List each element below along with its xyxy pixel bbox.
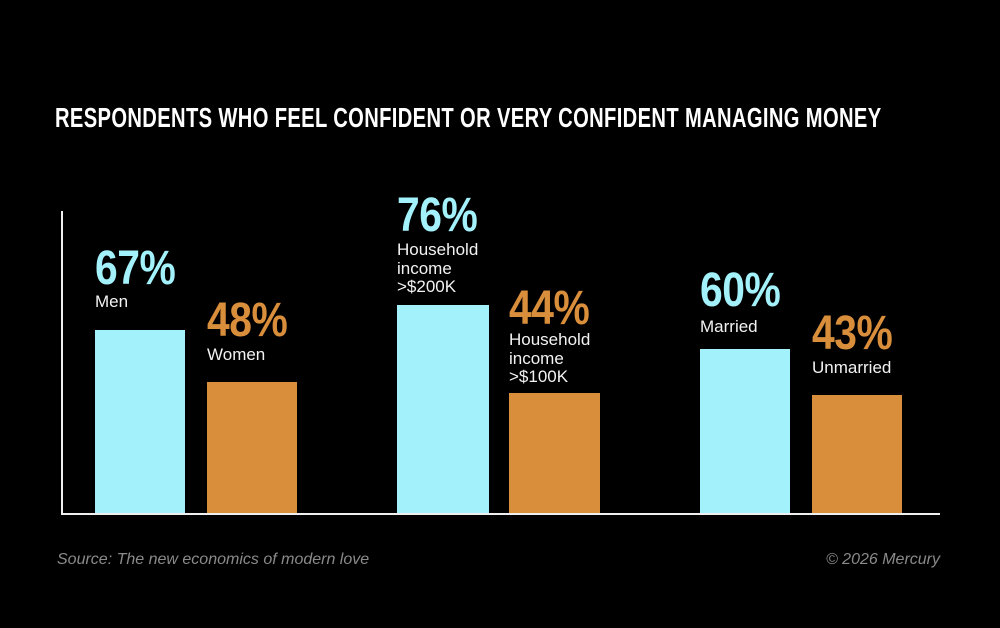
value-label-income-100k: 44% <box>509 282 590 335</box>
category-label-married: Married <box>700 317 758 336</box>
bar-unmarried <box>812 395 902 513</box>
value-label-income-200k: 76% <box>397 189 478 242</box>
bar-income-200k <box>397 305 489 513</box>
value-label-married: 60% <box>700 264 781 317</box>
copyright-note: © 2026 Mercury <box>825 551 940 568</box>
bar-income-100k <box>509 393 600 513</box>
bar-women <box>207 382 297 513</box>
x-axis-line <box>61 513 940 515</box>
value-label-men: 67% <box>95 242 176 295</box>
category-label-unmarried: Unmarried <box>812 358 892 377</box>
category-label-men: Men <box>95 292 129 311</box>
value-label-unmarried: 43% <box>812 307 893 360</box>
bar-married <box>700 349 790 513</box>
category-label-income-200k: Household income >$200K <box>397 240 479 296</box>
value-label-women: 48% <box>207 294 288 347</box>
category-label-women: Women <box>207 345 266 364</box>
bar-men <box>95 330 185 513</box>
y-axis-line <box>61 211 63 515</box>
chart-title: RESPONDENTS WHO FEEL CONFIDENT OR VERY C… <box>55 101 882 133</box>
category-label-income-100k: Household income >$100K <box>509 330 591 386</box>
source-note: Source: The new economics of modern love <box>57 551 370 568</box>
